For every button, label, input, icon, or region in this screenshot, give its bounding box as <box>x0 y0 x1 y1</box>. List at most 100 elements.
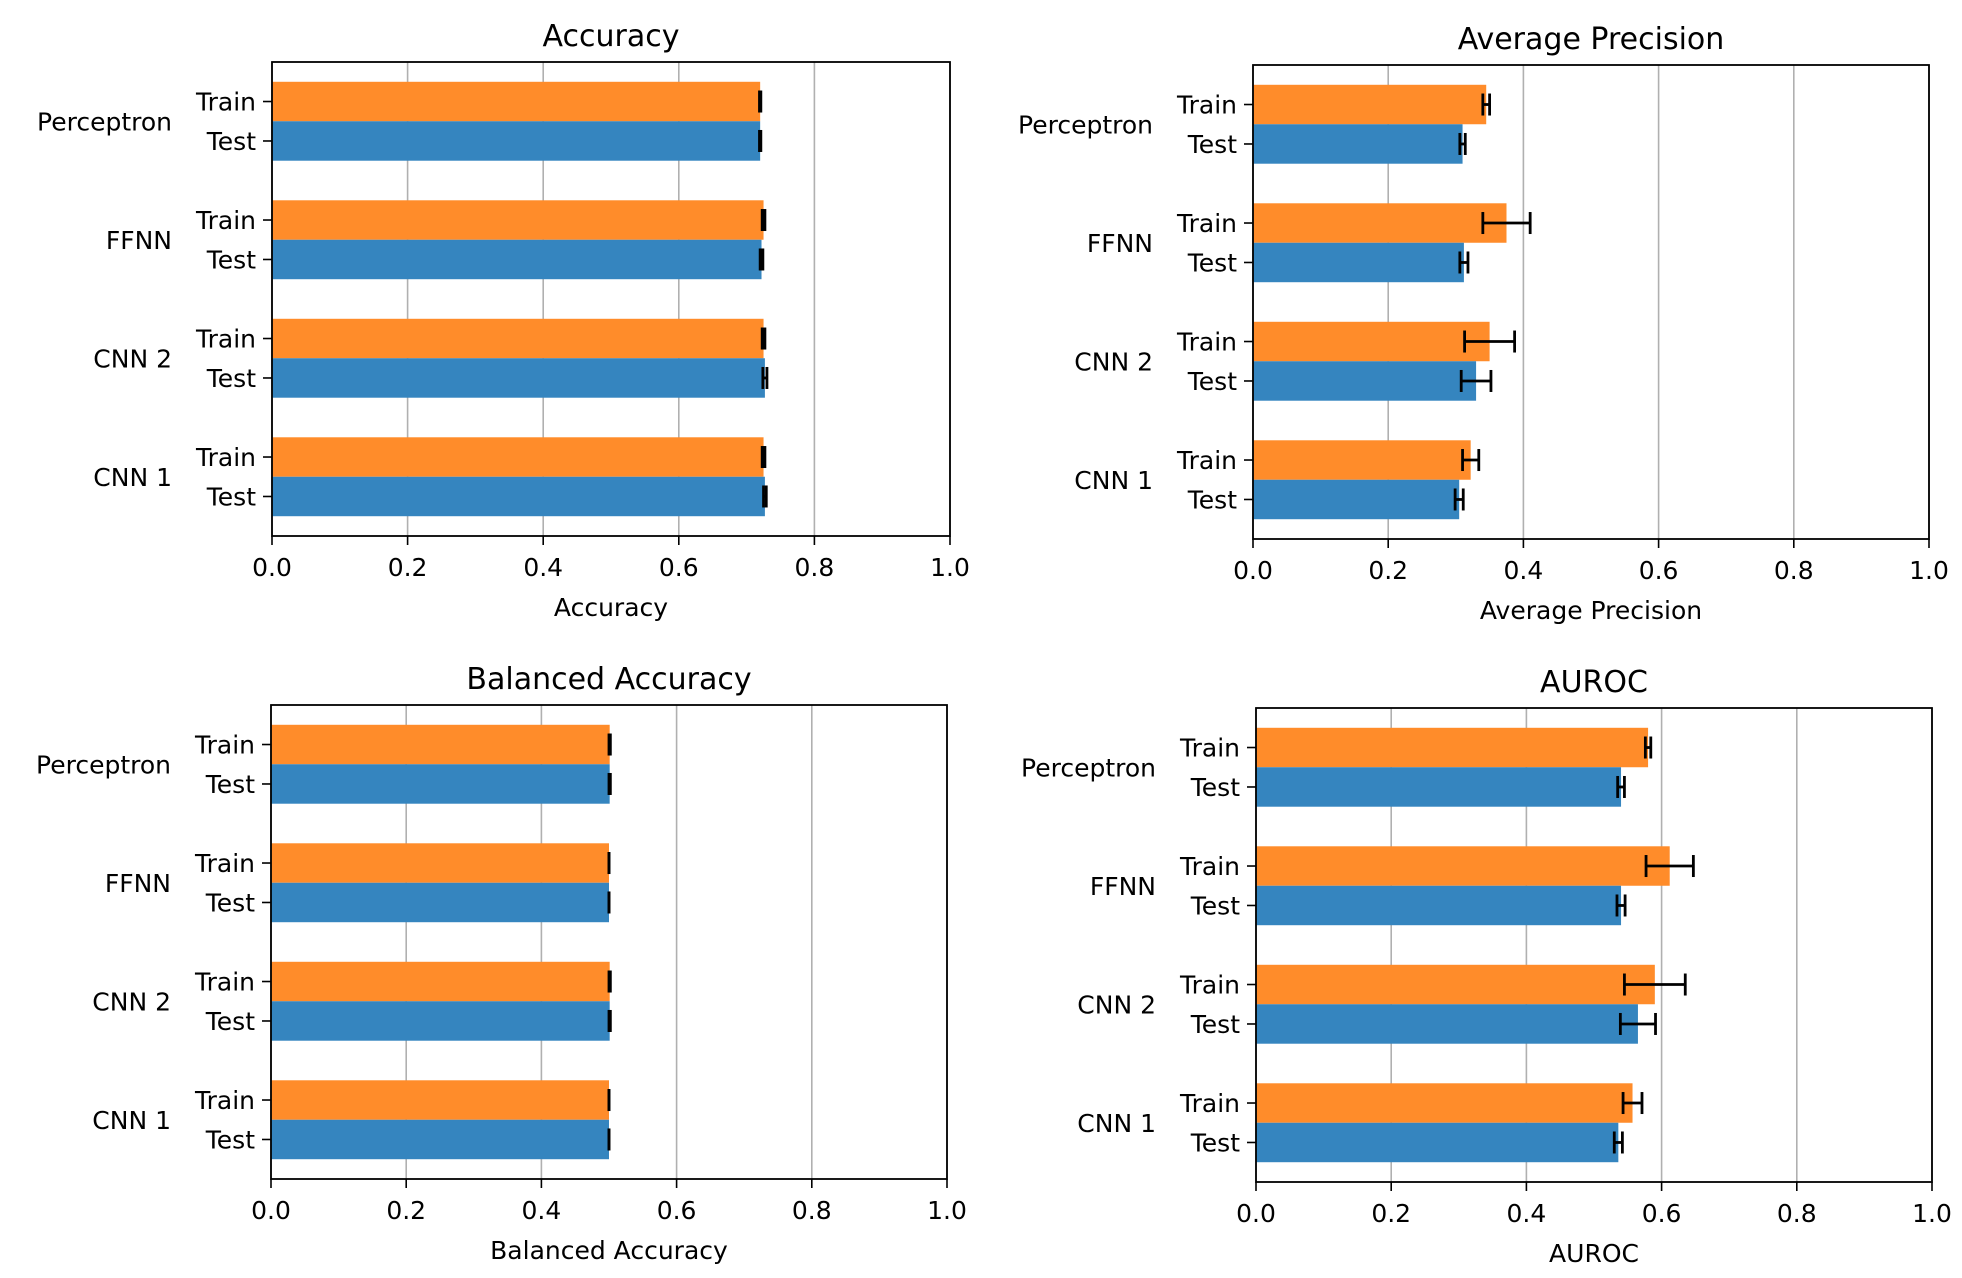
group-label: CNN 1 <box>1074 466 1153 495</box>
error-bar <box>758 248 765 271</box>
bar-label-train: Train <box>195 88 256 117</box>
bar-test-cnn-1 <box>1253 479 1460 520</box>
group-label: CNN 2 <box>1077 990 1156 1019</box>
x-tick-label: 0.4 <box>1507 1199 1547 1228</box>
group-label: FFNN <box>105 869 171 898</box>
x-axis-label: AUROC <box>1549 1239 1639 1268</box>
bar-train-ffnn <box>1253 203 1507 243</box>
bar-test-cnn-1 <box>1256 1122 1619 1163</box>
x-tick-label: 1.0 <box>1912 1199 1952 1228</box>
error-bar <box>1453 488 1465 511</box>
bar-train-cnn-1 <box>1253 440 1471 480</box>
error-bar <box>1481 93 1491 116</box>
bar-test-ffnn <box>1256 885 1622 926</box>
axes-frame <box>1255 707 1933 1183</box>
axes-frame <box>1252 64 1930 540</box>
bar-label-train: Train <box>1179 1089 1240 1118</box>
bar-test-perceptron <box>1253 124 1463 164</box>
bar-test-ffnn <box>1253 242 1464 283</box>
bars <box>1253 84 1532 520</box>
x-tick-label: 0.6 <box>1639 556 1679 585</box>
group-label: Perceptron <box>36 750 171 779</box>
bar-label-train: Train <box>194 968 255 997</box>
bar-test-perceptron <box>272 121 761 161</box>
chart-panel-2: Train Test Perceptron Train Test FFNN Train Tes… <box>1018 22 1949 625</box>
bar-label-test: Test <box>1190 773 1240 802</box>
chart-title: Accuracy <box>543 19 680 54</box>
error-bar <box>760 446 767 469</box>
x-tick-label: 0.8 <box>792 1196 832 1225</box>
error-bar <box>1618 1012 1657 1035</box>
x-tick-label: 0.4 <box>523 553 563 582</box>
error-bar <box>1623 973 1687 996</box>
bar-test-cnn-2 <box>272 358 765 398</box>
bar-label-train: Train <box>195 325 256 354</box>
group-label: CNN 2 <box>92 987 171 1016</box>
x-tick-label: 0.2 <box>1368 556 1408 585</box>
bar-test-cnn-1 <box>272 476 765 517</box>
bars <box>1256 727 1695 1163</box>
x-tick-label: 1.0 <box>930 553 970 582</box>
bar-test-perceptron <box>1256 767 1622 807</box>
error-bar <box>760 209 767 232</box>
error-bar <box>607 1009 612 1032</box>
bar-train-perceptron <box>1256 727 1649 768</box>
bar-label-test: Test <box>1190 1128 1240 1157</box>
x-tick-label: 0.0 <box>252 553 292 582</box>
bar-label-train: Train <box>195 206 256 235</box>
error-bar <box>1458 132 1467 155</box>
x-tick-label: 0.2 <box>386 1196 426 1225</box>
bar-train-ffnn <box>271 843 609 883</box>
bars <box>271 724 612 1160</box>
axes-frame <box>271 61 951 537</box>
error-bar <box>760 327 767 350</box>
bar-label-test: Test <box>1190 891 1240 920</box>
bar-label-test: Test <box>205 770 255 799</box>
error-bar <box>758 90 763 113</box>
bar-test-ffnn <box>272 239 762 280</box>
x-tick-label: 0.8 <box>1774 556 1814 585</box>
error-bar <box>607 772 612 795</box>
bar-test-cnn-1 <box>271 1119 609 1160</box>
x-axis-label: Accuracy <box>554 593 668 622</box>
bar-label-test: Test <box>1187 248 1237 277</box>
bar-label-train: Train <box>1176 328 1237 357</box>
chart-title: Average Precision <box>1458 22 1725 57</box>
bar-test-cnn-2 <box>1253 361 1477 401</box>
bar-label-train: Train <box>1176 91 1237 120</box>
bars <box>272 81 769 517</box>
error-bar <box>1621 1092 1644 1115</box>
bar-train-cnn-1 <box>272 437 764 477</box>
bar-train-perceptron <box>1253 84 1487 125</box>
bar-label-test: Test <box>1187 367 1237 396</box>
chart-panel-4: Train Test Perceptron Train Test FFNN Train Tes… <box>1021 665 1952 1268</box>
error-bar <box>1459 369 1493 392</box>
x-tick-label: 0.0 <box>251 1196 291 1225</box>
bar-train-cnn-2 <box>1253 321 1490 362</box>
x-tick-label: 0.8 <box>795 553 835 582</box>
group-label: Perceptron <box>1021 753 1156 782</box>
bar-label-test: Test <box>1187 130 1237 159</box>
bar-label-train: Train <box>1179 971 1240 1000</box>
axes-frame <box>270 704 948 1180</box>
group-label: CNN 2 <box>1074 347 1153 376</box>
bar-label-test: Test <box>1190 1010 1240 1039</box>
group-label: FFNN <box>106 226 172 255</box>
error-bar <box>1612 1131 1624 1154</box>
error-bar <box>1458 251 1470 274</box>
bar-train-cnn-1 <box>271 1080 609 1120</box>
error-bar <box>1615 894 1627 917</box>
bar-test-ffnn <box>271 882 609 923</box>
x-tick-label: 0.8 <box>1777 1199 1817 1228</box>
group-label: CNN 2 <box>93 344 172 373</box>
group-label: FFNN <box>1087 229 1153 258</box>
bar-label-test: Test <box>206 127 256 156</box>
bar-test-cnn-2 <box>271 1001 610 1041</box>
bar-train-ffnn <box>272 200 764 240</box>
x-tick-label: 0.4 <box>522 1196 562 1225</box>
x-tick-label: 0.6 <box>659 553 699 582</box>
error-bar <box>1616 775 1626 798</box>
bar-label-train: Train <box>195 443 256 472</box>
group-label: FFNN <box>1090 872 1156 901</box>
